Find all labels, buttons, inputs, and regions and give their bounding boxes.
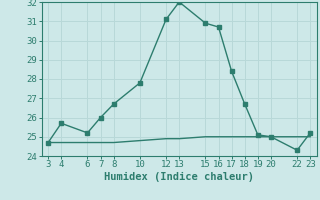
X-axis label: Humidex (Indice chaleur): Humidex (Indice chaleur) [104, 172, 254, 182]
